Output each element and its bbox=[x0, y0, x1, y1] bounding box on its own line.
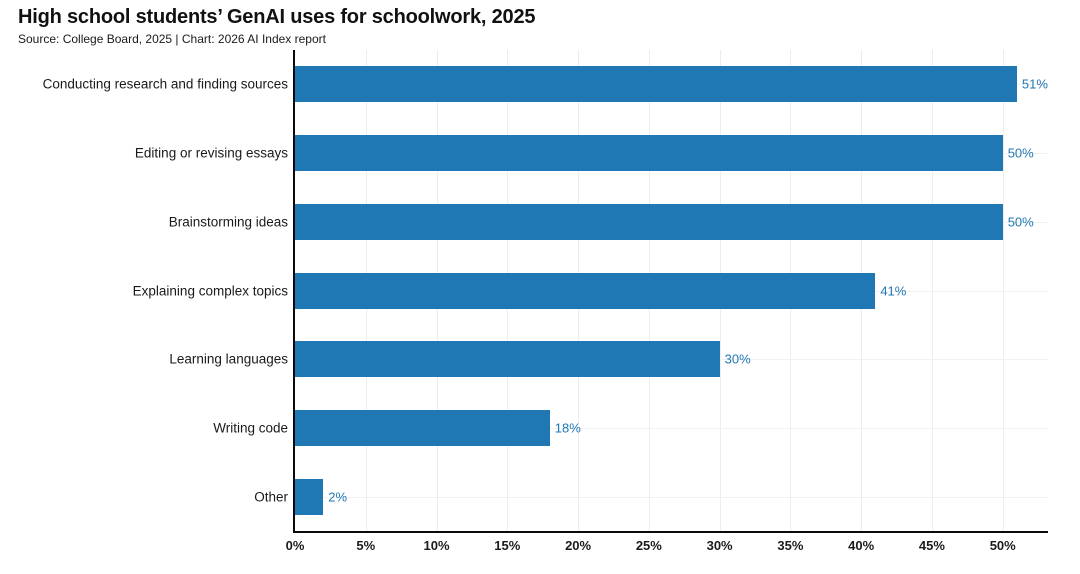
x-tick-label: 10% bbox=[423, 538, 450, 553]
horizontal-gridline bbox=[295, 427, 1048, 429]
bar bbox=[295, 203, 1003, 240]
category-label: Explaining complex topics bbox=[132, 283, 288, 298]
chart-subtitle: Source: College Board, 2025 | Chart: 202… bbox=[18, 32, 326, 46]
bar bbox=[295, 66, 1017, 103]
bar bbox=[295, 135, 1003, 172]
chart-title: High school students’ GenAI uses for sch… bbox=[18, 6, 536, 28]
bar-value-label: 2% bbox=[328, 489, 348, 505]
bar-value-label: 50% bbox=[1007, 145, 1034, 161]
bar-value-label: 18% bbox=[554, 420, 581, 436]
bar-value-label: 30% bbox=[724, 351, 751, 367]
bar-value-label: 41% bbox=[880, 283, 907, 298]
bar bbox=[295, 341, 720, 378]
x-tick-label: 45% bbox=[918, 538, 945, 553]
category-label: Learning languages bbox=[169, 351, 288, 367]
plot-area: 51% 50% 50% 41% 30% 18% 2% bbox=[293, 50, 1048, 533]
horizontal-gridline bbox=[295, 496, 1048, 498]
bar bbox=[295, 409, 550, 446]
bar bbox=[295, 478, 324, 515]
x-tick-label: 35% bbox=[777, 538, 804, 553]
x-tick-label: 25% bbox=[635, 538, 662, 553]
x-tick-label: 20% bbox=[565, 538, 592, 553]
x-tick-label: 50% bbox=[989, 538, 1016, 553]
category-label: Writing code bbox=[213, 420, 288, 436]
x-tick-label: 40% bbox=[848, 538, 875, 553]
x-tick-label: 0% bbox=[285, 538, 305, 553]
bar-value-label: 51% bbox=[1021, 76, 1048, 92]
category-label: Conducting research and finding sources bbox=[42, 76, 288, 92]
y-axis-line bbox=[293, 50, 295, 531]
category-label: Brainstorming ideas bbox=[168, 214, 288, 230]
x-axis-line bbox=[293, 531, 1048, 533]
category-label: Editing or revising essays bbox=[134, 145, 288, 161]
category-label: Other bbox=[254, 489, 288, 505]
x-tick-label: 15% bbox=[494, 538, 521, 553]
x-tick-label: 5% bbox=[356, 538, 376, 553]
x-tick-label: 30% bbox=[706, 538, 733, 553]
bar bbox=[295, 272, 876, 309]
bar-value-label: 50% bbox=[1007, 214, 1034, 230]
